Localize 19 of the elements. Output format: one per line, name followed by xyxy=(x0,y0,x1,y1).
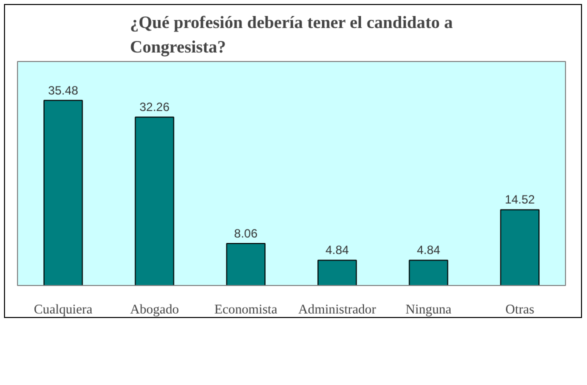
data-label: 35.48 xyxy=(48,83,79,98)
x-tick-label: Abogado xyxy=(130,302,180,316)
data-label: 32.26 xyxy=(139,100,170,114)
data-label: 8.06 xyxy=(234,226,258,240)
bar xyxy=(500,209,540,286)
data-label: 4.84 xyxy=(325,243,350,258)
data-label: 14.52 xyxy=(504,192,536,207)
bar xyxy=(134,116,174,286)
chart-title: ¿Qué profesión debería tener el candidato a Congresista? xyxy=(130,12,454,56)
x-tick-label: Administrador xyxy=(298,302,377,316)
x-tick-label: Cualquiera xyxy=(34,302,92,316)
data-label: 4.84 xyxy=(416,243,441,258)
x-tick-label: Economista xyxy=(214,302,278,316)
bar xyxy=(408,260,448,286)
x-tick-label: Ninguna xyxy=(406,302,452,316)
x-tick-label: Otras xyxy=(505,302,534,316)
bar xyxy=(226,242,266,286)
bar xyxy=(43,100,83,286)
bar xyxy=(317,260,357,286)
